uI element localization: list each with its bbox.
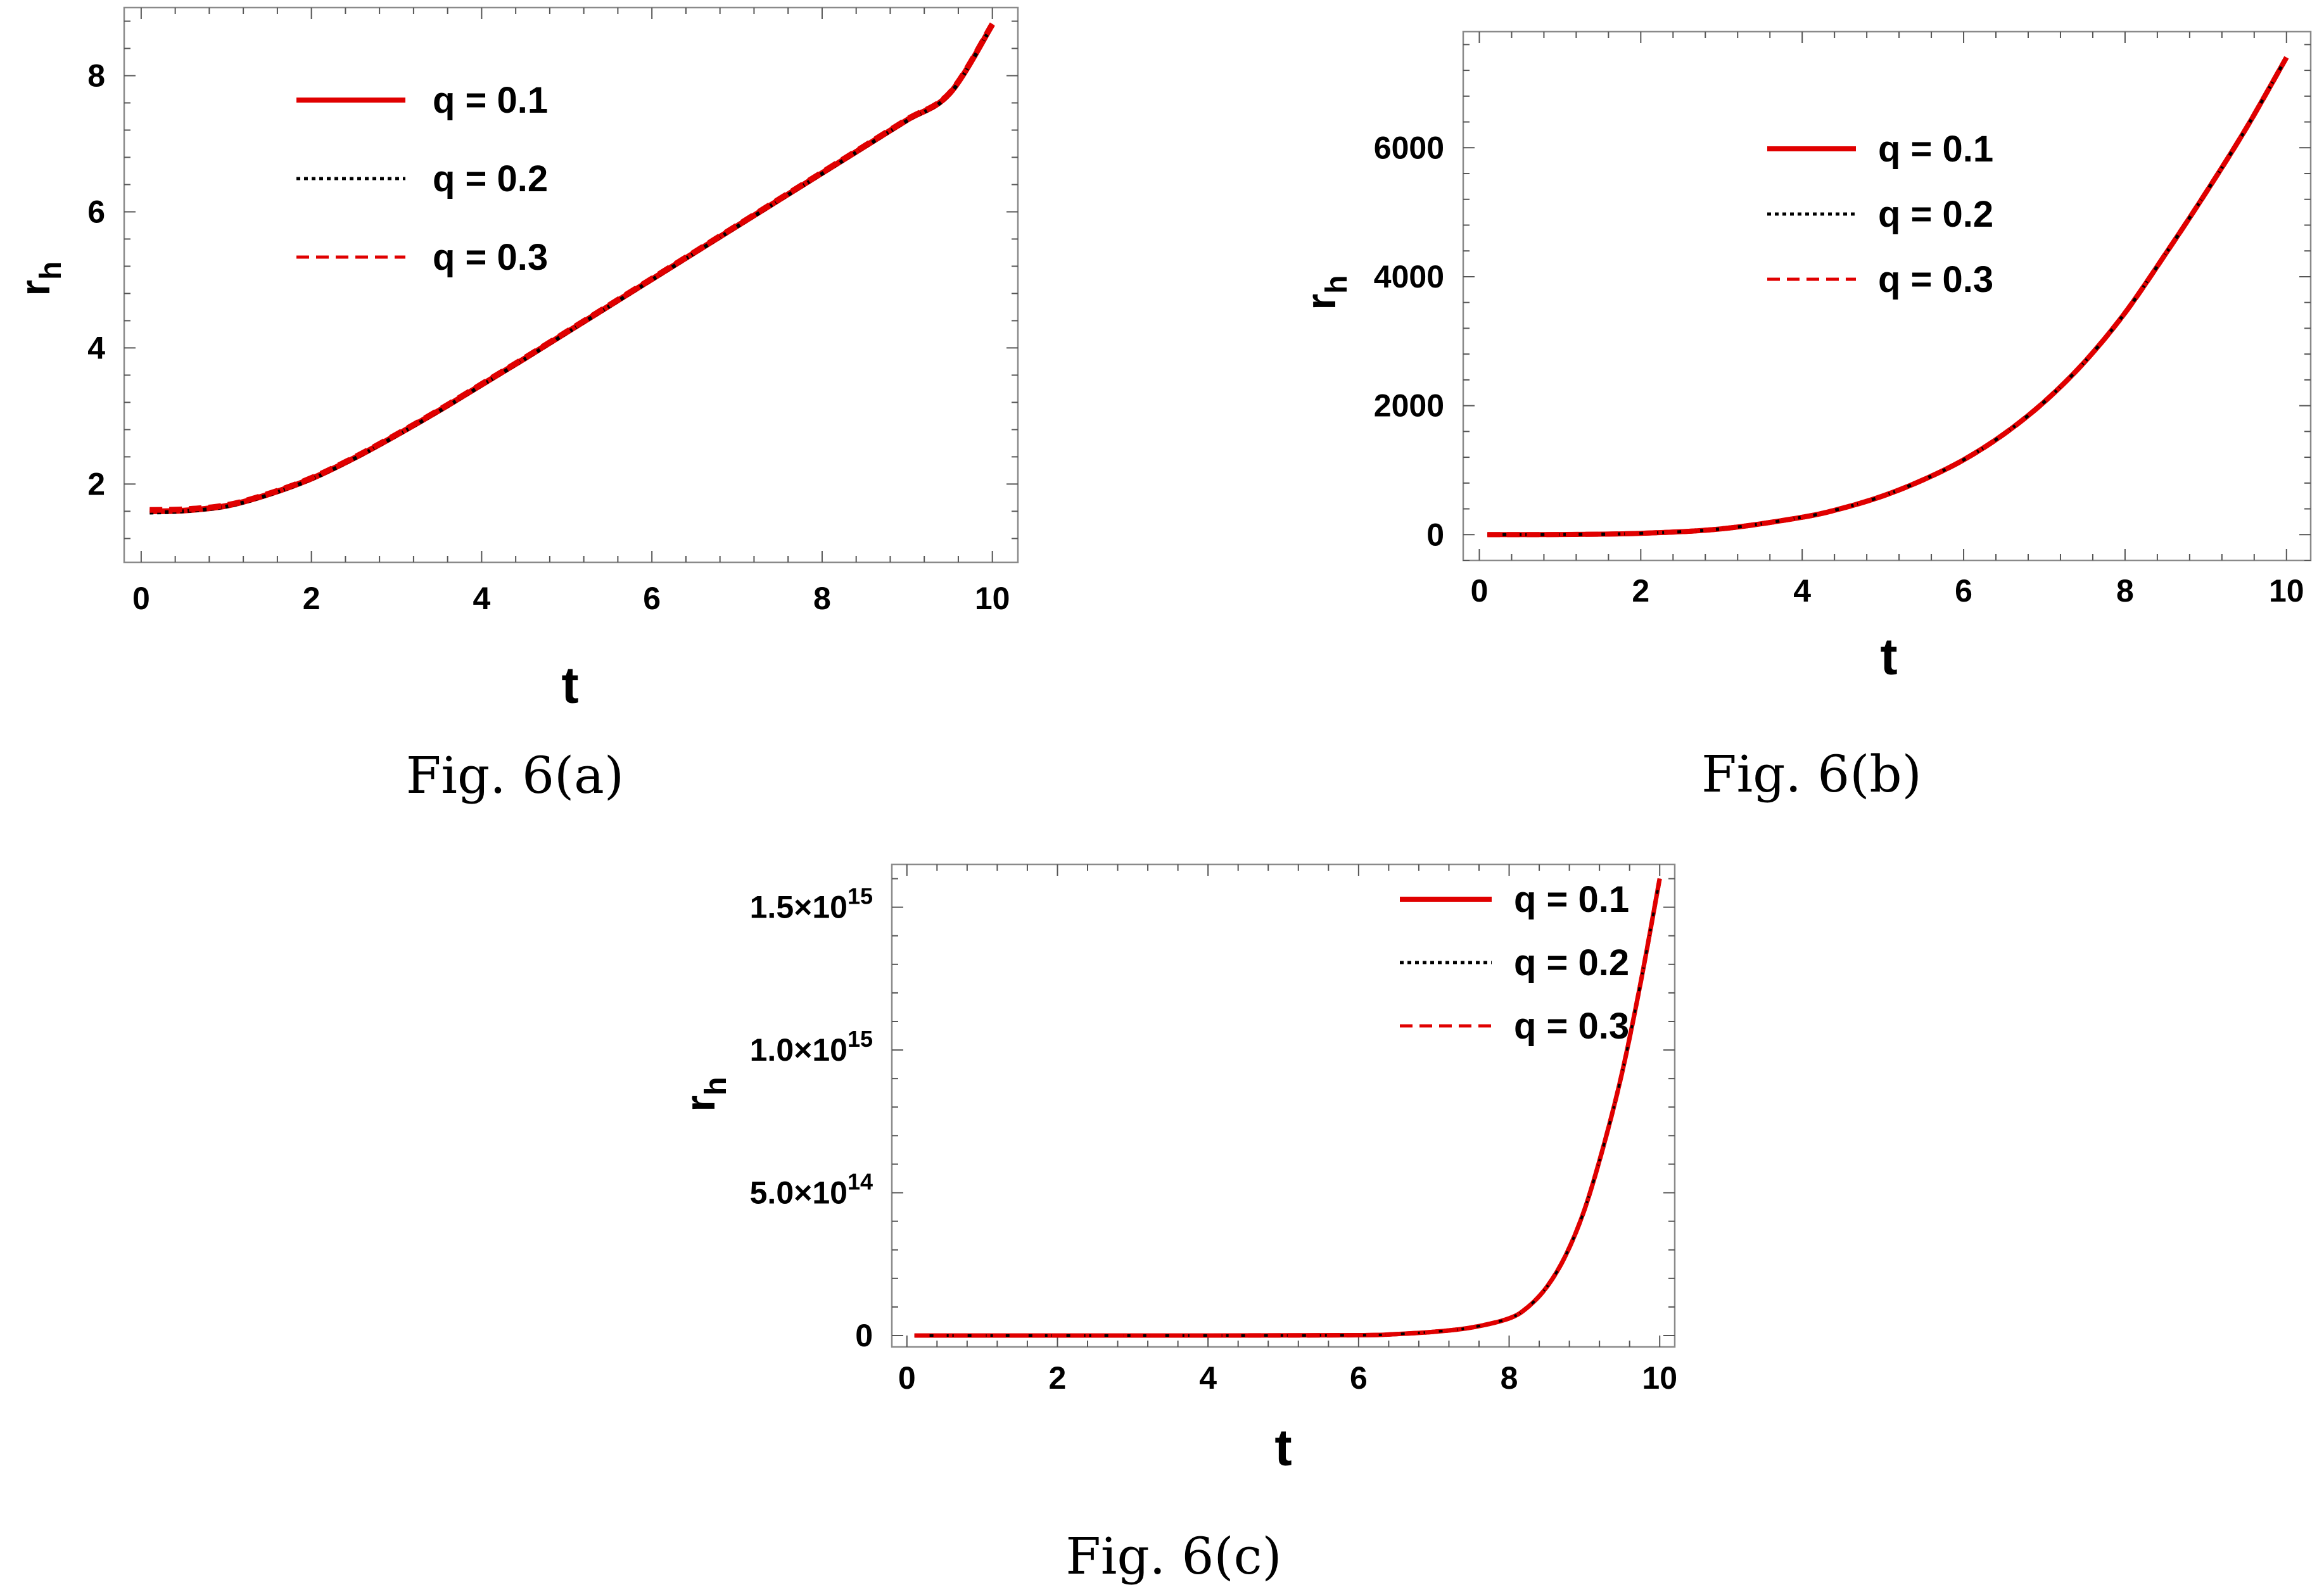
y-axis-label: rh xyxy=(11,261,68,296)
x-tick-label: 6 xyxy=(1955,573,1972,609)
x-tick-label: 8 xyxy=(813,581,831,616)
y-axis-label: rh xyxy=(676,1077,733,1111)
legend: q = 0.1 q = 0.2 q = 0.3 xyxy=(1400,879,1629,1047)
legend-label-3: q = 0.3 xyxy=(433,237,548,278)
x-tick-label: 2 xyxy=(1049,1360,1067,1396)
y-tick-label: 5.0×1014 xyxy=(750,1169,873,1211)
legend-label-2: q = 0.2 xyxy=(433,158,548,199)
x-tick-label: 0 xyxy=(898,1360,916,1396)
y-tick-label: 4 xyxy=(87,330,105,365)
x-tick-label: 6 xyxy=(643,581,661,616)
y-axis-label: rh xyxy=(1297,275,1354,310)
x-tick-label: 4 xyxy=(1199,1360,1217,1396)
x-axis-label: t xyxy=(1880,628,1897,686)
legend-label-1: q = 0.1 xyxy=(1878,129,1993,170)
x-tick-label: 10 xyxy=(2269,573,2304,609)
x-axis-label: t xyxy=(561,657,578,714)
legend-label-3: q = 0.3 xyxy=(1878,259,1993,300)
x-tick-label: 8 xyxy=(1501,1360,1518,1396)
y-tick-label: 0 xyxy=(855,1318,873,1353)
series-line-1 xyxy=(149,23,995,514)
series-line-3 xyxy=(914,878,1662,1338)
x-tick-label: 10 xyxy=(1642,1360,1677,1396)
y-tick-label: 6000 xyxy=(1374,130,1444,165)
legend-label-1: q = 0.1 xyxy=(1514,879,1629,920)
legend-label-3: q = 0.3 xyxy=(1514,1006,1629,1047)
x-tick-label: 4 xyxy=(1793,573,1811,609)
y-tick-label: 2 xyxy=(87,466,105,502)
series-line-2 xyxy=(149,24,994,515)
y-tick-label: 1.0×1015 xyxy=(750,1026,873,1068)
figure-caption: Fig. 6(c) xyxy=(1065,1527,1281,1586)
legend-label-2: q = 0.2 xyxy=(1878,194,1993,235)
legend-label-1: q = 0.1 xyxy=(433,80,548,121)
y-tick-label: 4000 xyxy=(1374,259,1444,294)
series-line-3 xyxy=(149,22,995,513)
y-tick-label: 1.5×1015 xyxy=(750,883,873,925)
x-tick-label: 6 xyxy=(1350,1360,1368,1396)
y-tick-label: 0 xyxy=(1426,517,1444,552)
y-tick-label: 2000 xyxy=(1374,388,1444,424)
x-tick-label: 10 xyxy=(975,581,1010,616)
chart-a: 0 2 4 6 8 10 2 4 6 8 t rh q = 0.1 q = 0.2 q = 0.3 Fig. … xyxy=(11,6,1019,805)
x-tick-label: 0 xyxy=(132,581,150,616)
y-tick-label: 8 xyxy=(87,58,105,93)
x-tick-label: 8 xyxy=(2116,573,2134,609)
x-tick-label: 4 xyxy=(473,581,490,616)
figure-caption: Fig. 6(a) xyxy=(406,746,624,805)
legend: q = 0.1 q = 0.2 q = 0.3 xyxy=(296,80,548,278)
x-tick-label: 2 xyxy=(303,581,321,616)
plot-frame xyxy=(891,863,1676,1348)
x-tick-label: 0 xyxy=(1471,573,1489,609)
legend-label-2: q = 0.2 xyxy=(1514,942,1629,983)
x-tick-label: 2 xyxy=(1632,573,1649,609)
legend: q = 0.1 q = 0.2 q = 0.3 xyxy=(1767,129,1993,300)
series-line-3 xyxy=(1487,56,2289,538)
plot-frame xyxy=(123,6,1019,564)
figure-caption: Fig. 6(b) xyxy=(1701,745,1922,804)
y-tick-label: 6 xyxy=(87,194,105,229)
x-axis-label: t xyxy=(1274,1419,1292,1477)
chart-c: 0 2 4 6 8 10 0 5.0×1014 1.0×1015 1.5×1015 t rh q = 0… xyxy=(676,863,1677,1586)
plot-frame xyxy=(1462,30,2312,562)
